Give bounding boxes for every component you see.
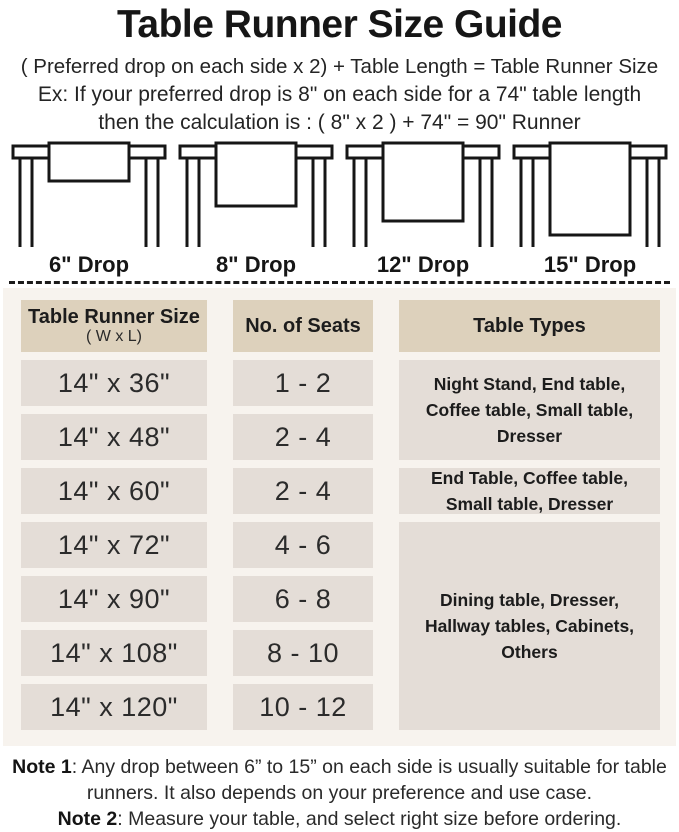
table-runner-diagram-15in: 15" Drop [509,141,671,278]
seats-header: No. of Seats [233,300,373,353]
drop-label-15: 15" Drop [543,252,637,278]
seats-cell: 6 - 8 [233,576,373,623]
size-cell: 14" x 120" [21,684,207,731]
seats-value: 2 - 4 [274,421,332,452]
runner-size-formula: ( Preferred drop on each side x 2) + Tab… [20,55,659,79]
runner-size-header-sub: ( W x L) [86,328,142,346]
footer-notes: Note 1: Any drop between 6” to 15” on ea… [0,754,679,832]
table-types-header-label: Table Types [473,314,586,337]
seats-value: 1 - 2 [274,367,332,398]
table-with-runner-icon [345,141,501,248]
note-2-text: : Measure your table, and select right s… [117,808,622,831]
note-2: Note 2: Measure your table, and select r… [4,806,675,832]
drop-diagrams-row: 6" Drop 8" Drop 12" Drop [0,141,679,278]
drop-label-6: 6" Drop [48,252,130,278]
seats-cell: 10 - 12 [233,684,373,731]
seats-cell: 2 - 4 [233,414,373,461]
seats-value: 6 - 8 [274,583,332,614]
seats-value: 8 - 10 [266,637,340,668]
size-cell: 14" x 60" [21,468,207,515]
size-value: 14" x 72" [57,529,171,560]
table-with-runner-icon [512,141,668,248]
runner-size-header-title: Table Runner Size [28,306,200,329]
column-seats: No. of Seats 1 - 2 2 - 4 2 - 4 4 - 6 6 -… [233,300,373,731]
table-types-cell-small: Night Stand, End table, Coffee table, Sm… [399,360,660,461]
example-line-1: Ex: If your preferred drop is 8" on each… [37,83,642,107]
size-value: 14" x 120" [50,691,178,722]
size-value: 14" x 60" [57,475,171,506]
seats-cell: 8 - 10 [233,630,373,677]
table-runner-diagram-6in: 6" Drop [8,141,170,278]
table-types-cell-medium: End Table, Coffee table, Small table, Dr… [399,468,660,515]
example-line-2: then the calculation is : ( 8" x 2 ) + 7… [98,111,581,135]
seats-cell: 1 - 2 [233,360,373,407]
table-with-runner-icon [178,141,334,248]
size-cell: 14" x 90" [21,576,207,623]
seats-value: 10 - 12 [259,691,347,722]
seats-cell: 4 - 6 [233,522,373,569]
size-value: 14" x 108" [50,637,178,668]
seats-value: 2 - 4 [274,475,332,506]
size-cell: 14" x 72" [21,522,207,569]
size-value: 14" x 90" [57,583,171,614]
runner-size-header: Table Runner Size ( W x L) [21,300,207,353]
size-cell: 14" x 36" [21,360,207,407]
size-guide-table: Table Runner Size ( W x L) 14" x 36" 14"… [3,288,676,747]
drop-label-8: 8" Drop [215,252,297,278]
seats-header-label: No. of Seats [245,314,361,337]
table-runner-diagram-8in: 8" Drop [175,141,337,278]
note-1-label: Note 1 [12,756,72,779]
size-cell: 14" x 108" [21,630,207,677]
size-value: 14" x 48" [57,421,171,452]
note-1: Note 1: Any drop between 6” to 15” on ea… [4,754,675,806]
intro-text: ( Preferred drop on each side x 2) + Tab… [0,53,679,136]
column-table-types: Table Types Night Stand, End table, Coff… [399,300,660,731]
dashed-divider [9,281,670,285]
size-value: 14" x 36" [57,367,171,398]
table-with-runner-icon [11,141,167,248]
page-title: Table Runner Size Guide [116,3,563,46]
note-1-text: : Any drop between 6” to 15” on each sid… [71,756,667,805]
table-types-header: Table Types [399,300,660,353]
seats-value: 4 - 6 [274,529,332,560]
table-types-cell-large: Dining table, Dresser, Hallway tables, C… [399,522,660,731]
drop-label-12: 12" Drop [376,252,470,278]
note-2-label: Note 2 [57,808,118,831]
size-cell: 14" x 48" [21,414,207,461]
table-runner-diagram-12in: 12" Drop [342,141,504,278]
seats-cell: 2 - 4 [233,468,373,515]
column-runner-size: Table Runner Size ( W x L) 14" x 36" 14"… [21,300,207,731]
